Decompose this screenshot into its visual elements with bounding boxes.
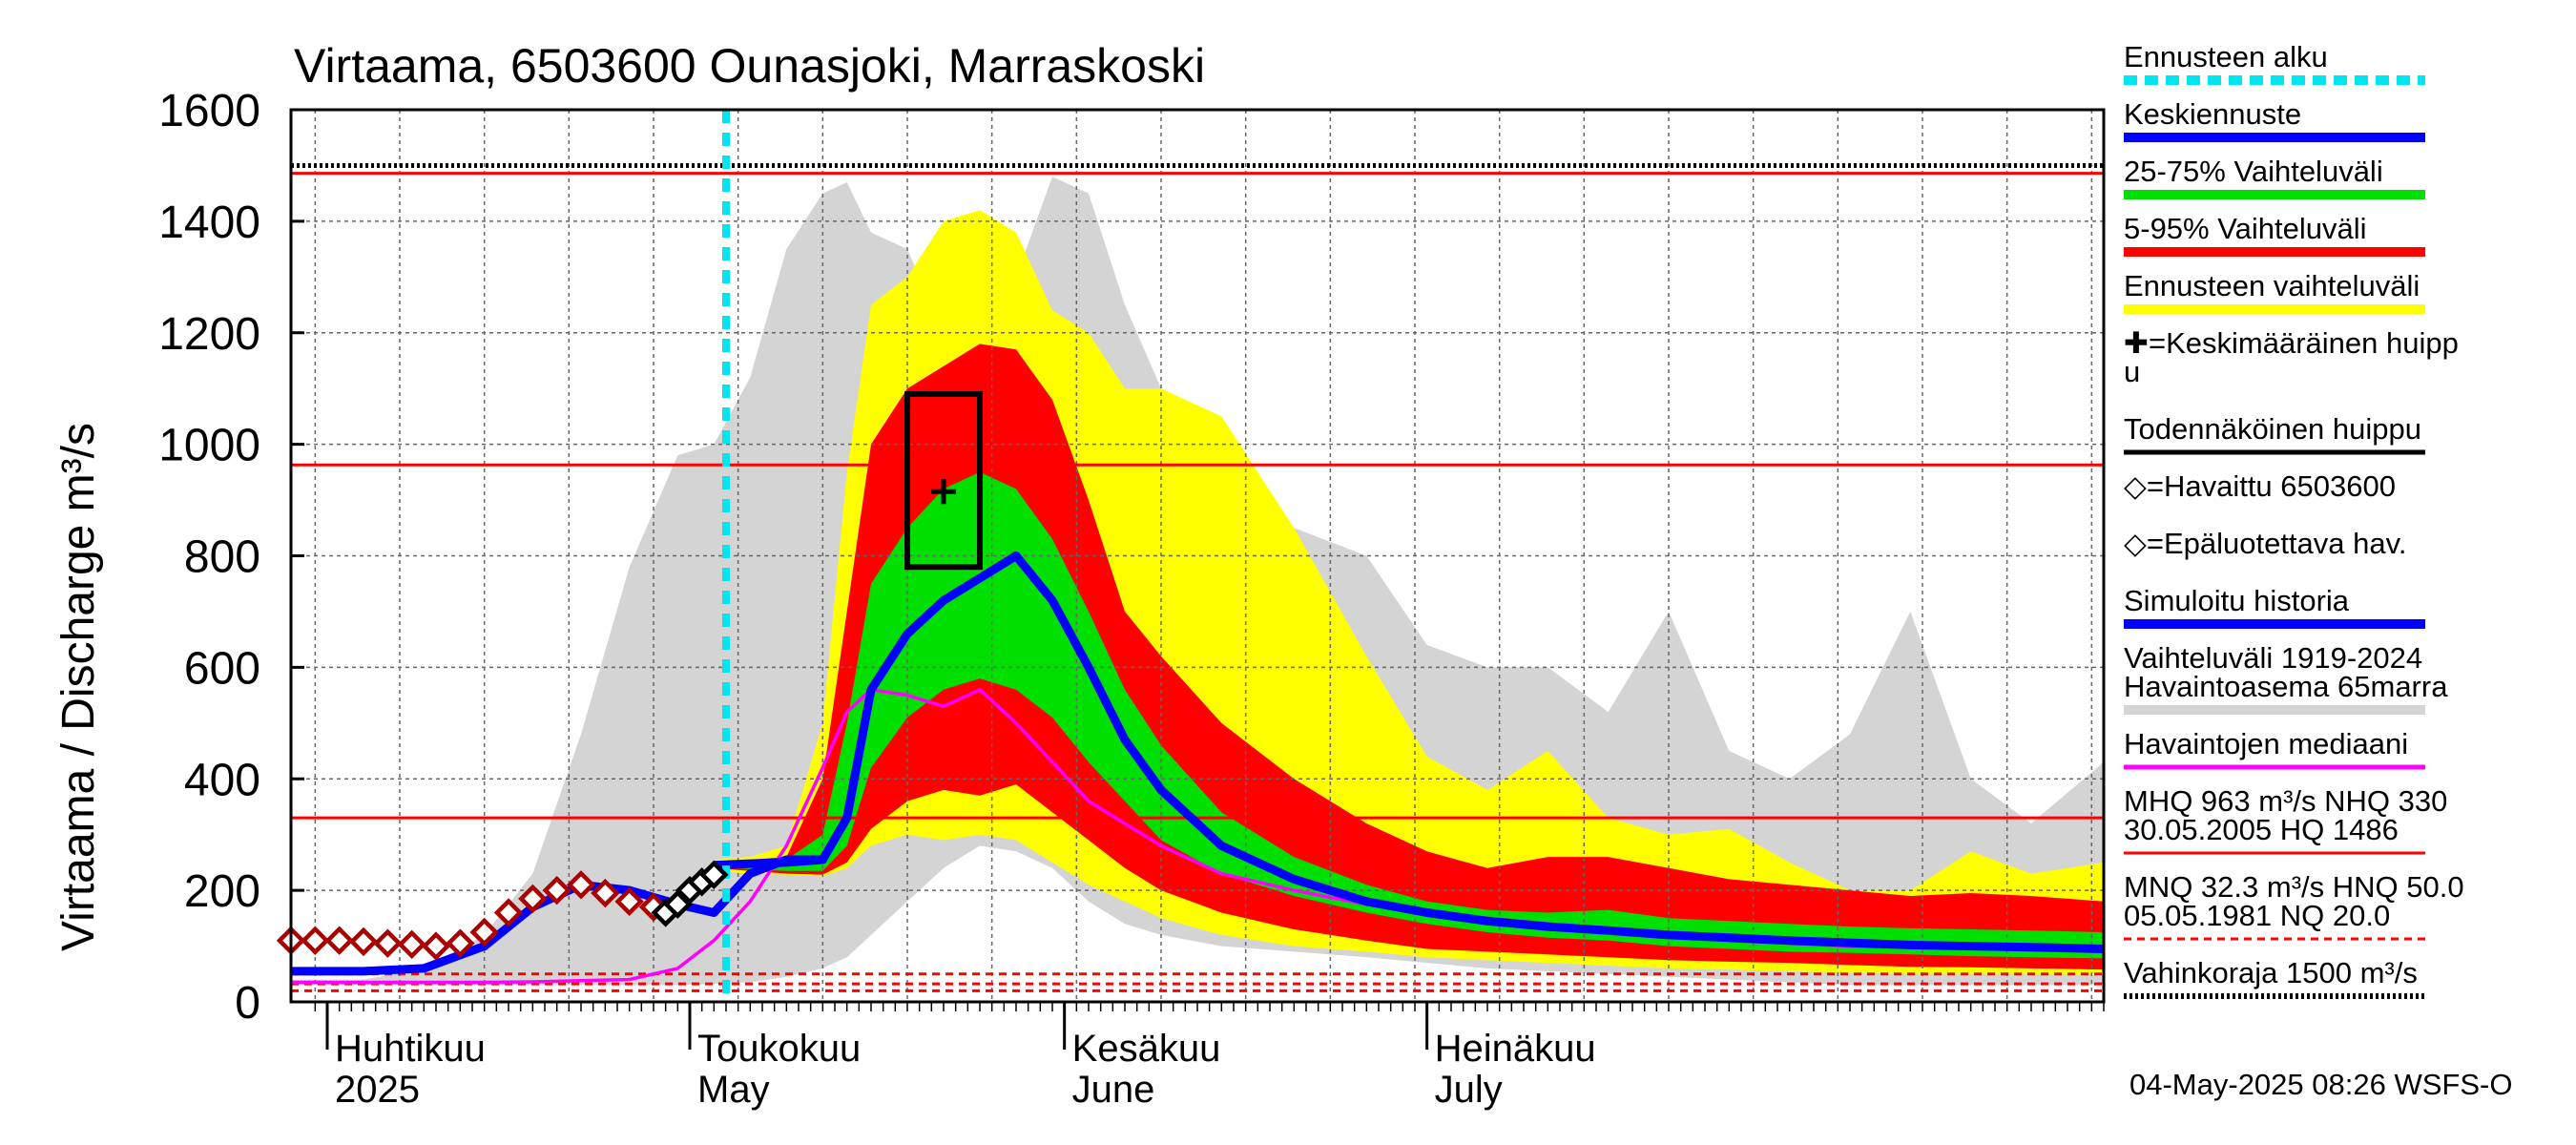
legend-label: Ennusteen alku — [2124, 40, 2328, 73]
legend-label: MHQ 963 m³/s NHQ 330 — [2124, 784, 2447, 818]
band-25-75 — [714, 471, 2104, 959]
chart-title: Virtaama, 6503600 Ounasjoki, Marraskoski — [294, 39, 1205, 93]
x-month-label: Kesäkuu — [1072, 1028, 1221, 1070]
legend-label: MNQ 32.3 m³/s HNQ 50.0 — [2124, 870, 2464, 904]
legend-label-line2: u — [2124, 355, 2140, 388]
band-5-95 — [714, 344, 2104, 970]
unreliable-observation-point — [542, 875, 571, 906]
x-month-sublabel: July — [1435, 1069, 1503, 1111]
legend-label: ◇=Epäluotettava hav. — [2124, 527, 2406, 560]
legend-label: Simuloitu historia — [2124, 584, 2350, 617]
unreliable-observation-point — [518, 884, 548, 914]
observed-point — [663, 889, 693, 919]
legend-label: Vaihteluväli 1919-2024 — [2124, 641, 2422, 675]
legend-label-line2: Havaintoasema 65marra — [2124, 670, 2448, 703]
unreliable-observation-point — [397, 929, 426, 959]
legend-label-line2: 30.05.2005 HQ 1486 — [2124, 813, 2399, 846]
unreliable-observation-point — [421, 931, 451, 961]
timestamp-footer: 04-May-2025 08:26 WSFS-O — [2129, 1068, 2512, 1101]
legend: Ennusteen alku Keskiennuste 25-75% Vaihtel… — [2124, 40, 2464, 999]
y-axis-label: Virtaama / Discharge m³/s — [53, 423, 104, 951]
unreliable-observation-point — [469, 917, 499, 947]
unreliable-observation-point — [591, 878, 620, 908]
unreliable-observation-point — [446, 928, 475, 958]
unreliable-observation-point — [614, 886, 644, 916]
y-tick-label: 1200 — [158, 309, 260, 360]
y-tick-label: 200 — [184, 866, 260, 917]
legend-label: Havaintojen mediaani — [2124, 727, 2408, 760]
unreliable-observation-point — [566, 870, 596, 900]
legend-label: Vahinkoraja 1500 m³/s — [2124, 956, 2418, 989]
mean-forecast-line — [714, 552, 2105, 953]
legend-label: ◇=Havaittu 6503600 — [2124, 469, 2396, 503]
observed-point — [699, 860, 729, 889]
mean-peak-marker — [931, 479, 956, 505]
y-tick-label: 1600 — [158, 86, 260, 136]
legend-label: 25-75% Vaihteluväli — [2124, 155, 2383, 188]
legend-label-line2: 05.05.1981 NQ 20.0 — [2124, 899, 2390, 932]
x-month-label: Huhtikuu — [335, 1028, 486, 1070]
legend-label: Keskiennuste — [2124, 97, 2301, 131]
legend-label: Ennusteen vaihteluväli — [2124, 269, 2420, 302]
y-tick-label: 0 — [235, 978, 260, 1029]
unreliable-observation-point — [301, 926, 330, 955]
unreliable-observation-point — [348, 926, 379, 957]
y-tick-label: 400 — [184, 755, 260, 805]
legend-label: Todennäköinen huippu — [2124, 412, 2421, 446]
probable-peak-box — [904, 391, 983, 571]
legend-label: 5-95% Vaihteluväli — [2124, 212, 2366, 245]
y-tick-label: 1000 — [158, 421, 260, 471]
y-tick-label: 1400 — [158, 198, 260, 248]
x-month-label: Heinäkuu — [1435, 1028, 1596, 1070]
x-month-sublabel: May — [697, 1069, 770, 1111]
x-month-sublabel: 2025 — [335, 1069, 420, 1111]
plot-area: 0 200 400 600 800 1000 1200 1400 1600 Huhtikuu202… — [158, 86, 2106, 1111]
x-month-label: Toukokuu — [697, 1028, 861, 1070]
unreliable-observation-point — [324, 926, 354, 955]
x-month-sublabel: June — [1072, 1069, 1155, 1111]
y-tick-label: 800 — [184, 532, 260, 583]
unreliable-observation-point — [373, 928, 403, 958]
y-tick-label: 600 — [184, 643, 260, 694]
legend-label: ✚=Keskimääräinen huipp — [2124, 326, 2459, 360]
unreliable-observation-point — [493, 898, 524, 927]
